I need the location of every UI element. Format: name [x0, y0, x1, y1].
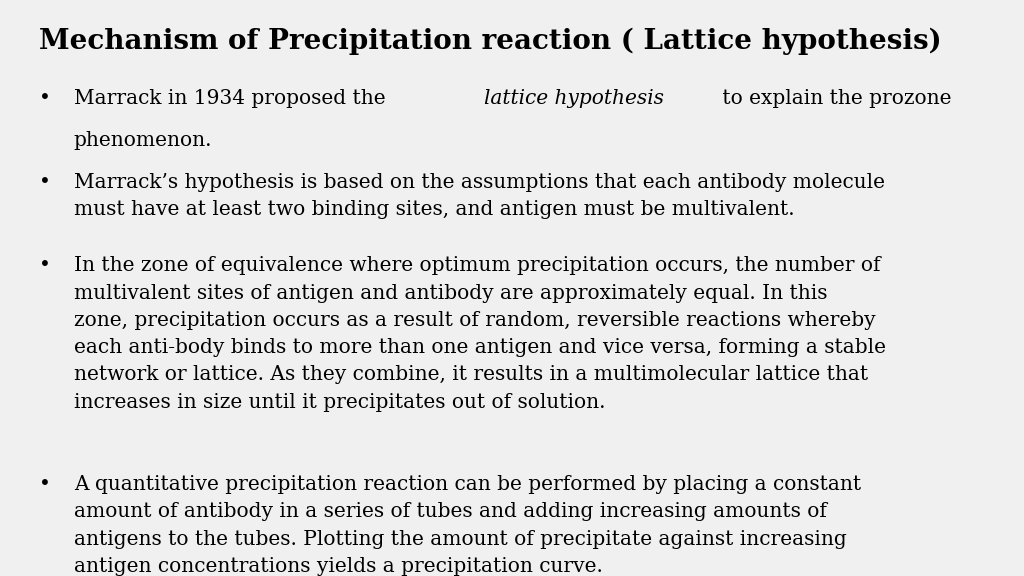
Text: In the zone of equivalence where optimum precipitation occurs, the number of
mul: In the zone of equivalence where optimum…	[74, 256, 886, 412]
Text: Mechanism of Precipitation reaction ( Lattice hypothesis): Mechanism of Precipitation reaction ( La…	[39, 28, 941, 55]
Text: lattice hypothesis: lattice hypothesis	[484, 89, 664, 108]
Text: phenomenon.: phenomenon.	[74, 131, 212, 150]
Text: •: •	[39, 256, 51, 275]
Text: •: •	[39, 89, 51, 108]
Text: Marrack’s hypothesis is based on the assumptions that each antibody molecule
mus: Marrack’s hypothesis is based on the ass…	[74, 173, 885, 219]
Text: A quantitative precipitation reaction can be performed by placing a constant
amo: A quantitative precipitation reaction ca…	[74, 475, 861, 576]
Text: Marrack in 1934 proposed the: Marrack in 1934 proposed the	[74, 89, 392, 108]
Text: to explain the prozone: to explain the prozone	[717, 89, 952, 108]
Text: •: •	[39, 173, 51, 192]
Text: •: •	[39, 475, 51, 494]
